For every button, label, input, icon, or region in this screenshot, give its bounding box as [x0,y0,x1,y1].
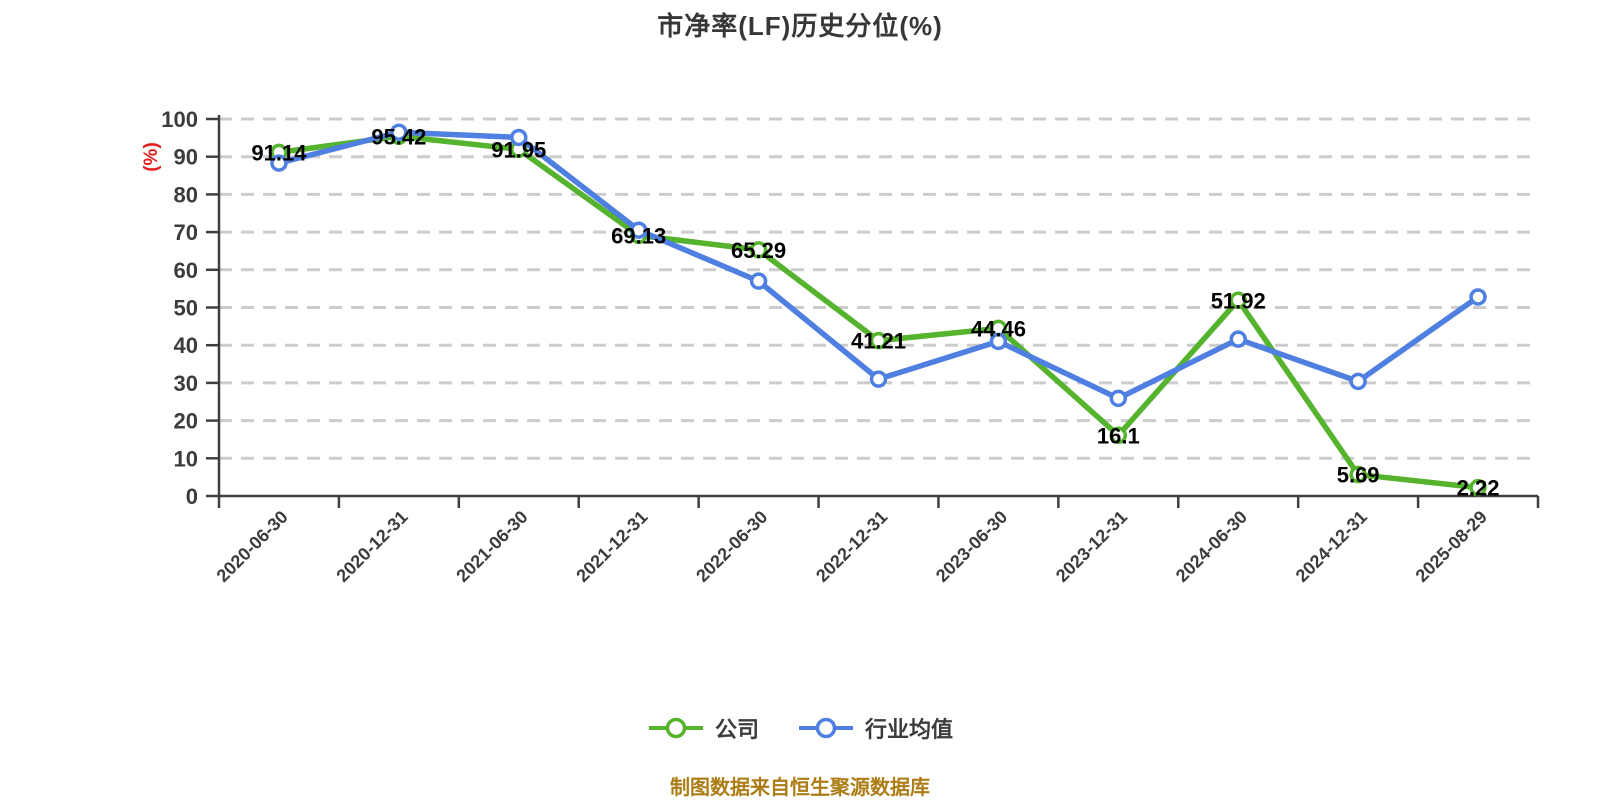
x-axis-tick-label: 2024-12-31 [1292,507,1371,586]
y-axis-tick-label: 60 [174,258,198,283]
y-axis-tick-label: 40 [174,333,198,358]
x-axis-tick-label: 2025-08-29 [1412,507,1491,586]
y-axis-tick-label: 90 [174,145,198,170]
line-circle-marker-icon [648,717,703,739]
data-label: 44.46 [971,316,1026,341]
x-axis-tick-label: 2020-06-30 [213,507,292,586]
data-point[interactable] [1229,330,1247,348]
data-point[interactable] [869,370,888,388]
data-point[interactable] [1349,465,1367,484]
data-point[interactable] [629,221,648,239]
x-axis-tick-label: 2020-12-31 [332,507,411,586]
series-line-0 [276,133,1481,491]
data-point[interactable] [749,272,768,290]
data-label: 16.1 [1097,423,1140,448]
chart-legend: 公司 行业均值 [0,712,1600,744]
data-point[interactable] [270,154,288,172]
data-label: 95.42 [371,124,426,149]
legend-label-company: 公司 [714,717,759,742]
data-point[interactable] [1109,426,1128,445]
y-axis-unit-label: (%) [141,142,162,172]
data-point[interactable] [749,241,768,259]
data-point[interactable] [1469,478,1487,497]
y-axis-tick-label: 50 [174,296,198,321]
x-axis-tick-label: 2021-12-31 [572,507,651,586]
data-label: 65.29 [731,238,786,263]
data-point[interactable] [510,128,528,147]
y-axis-tick-label: 70 [174,220,198,245]
legend-item-industry-average[interactable]: 行业均值 [797,712,953,744]
data-label: 91.14 [251,140,307,165]
line-circle-marker-icon [799,717,853,739]
data-label: 69.13 [611,223,666,248]
data-label: 2.22 [1457,476,1500,501]
legend-item-company[interactable]: 公司 [647,712,759,744]
data-point[interactable] [869,331,888,350]
x-axis-tick-label: 2021-06-30 [452,507,531,586]
y-axis-tick-label: 20 [174,409,198,434]
data-point[interactable] [1229,291,1247,310]
x-axis-tick-label: 2023-12-31 [1052,507,1131,586]
y-axis-tick-label: 100 [161,107,198,132]
chart-title: 市净率(LF)历史分位(%) [657,11,943,41]
data-label: 51.92 [1211,288,1266,313]
series-line-1 [276,129,1481,402]
x-axis-tick-label: 2022-12-31 [812,507,891,586]
y-axis-tick-label: 10 [174,446,198,471]
x-axis-tick-label: 2022-06-30 [692,507,771,586]
data-label: 41.21 [851,329,906,354]
data-point[interactable] [1109,389,1128,408]
x-axis-tick-label: 2023-06-30 [932,507,1011,586]
data-point[interactable] [1349,372,1367,391]
data-source-note: 制图数据来自恒生聚源数据库 [670,777,930,799]
data-point[interactable] [989,332,1008,351]
y-axis-tick-label: 0 [186,484,198,509]
y-axis-tick-label: 30 [174,371,198,396]
legend-label-industry-average: 行业均值 [865,717,954,742]
x-axis-tick-label: 2024-06-30 [1172,507,1251,586]
data-point[interactable] [390,123,408,141]
data-point[interactable] [1469,288,1487,306]
y-axis-tick-label: 80 [174,182,198,207]
data-label: 91.95 [491,137,546,162]
data-label: 5.69 [1337,463,1380,488]
